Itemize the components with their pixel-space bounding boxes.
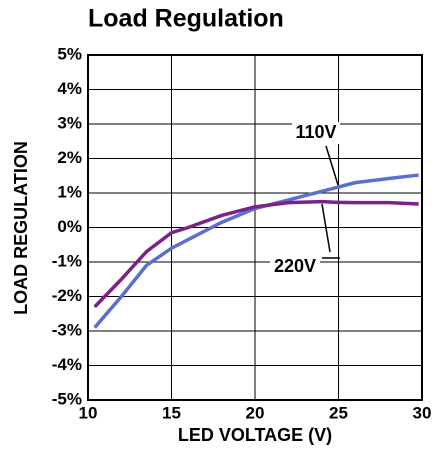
x-tick-label: 15 — [162, 403, 181, 422]
series-line — [93, 173, 419, 329]
label-bg — [292, 122, 340, 144]
y-tick-label: -2% — [52, 286, 82, 305]
x-tick-label: 30 — [413, 403, 432, 422]
y-tick-label: -3% — [52, 320, 82, 339]
leader-line — [321, 203, 331, 253]
leader-line — [325, 145, 339, 186]
y-tick-label: -1% — [52, 251, 82, 270]
y-tick-label: 5% — [57, 44, 82, 63]
y-tick-label: 2% — [57, 148, 82, 167]
y-tick-label: 1% — [57, 182, 82, 201]
series-label: 110V — [295, 122, 336, 142]
y-axis-label: LOAD REGULATION — [11, 141, 31, 315]
x-axis-label: LED VOLTAGE (V) — [178, 425, 332, 445]
x-tick-label: 20 — [246, 403, 265, 422]
y-tick-label: 3% — [57, 113, 82, 132]
plot-frame — [87, 54, 423, 401]
chart-title: Load Regulation — [88, 5, 284, 33]
x-tick-label: 10 — [79, 403, 98, 422]
y-tick-label: 4% — [57, 79, 82, 98]
y-tick-label: 0% — [57, 217, 82, 236]
series-line — [93, 199, 419, 309]
x-tick-label: 25 — [329, 403, 348, 422]
y-tick-label: -4% — [52, 355, 82, 374]
series-label: 220V — [274, 256, 316, 276]
label-bg — [270, 256, 320, 278]
y-tick-label: -5% — [52, 389, 82, 408]
